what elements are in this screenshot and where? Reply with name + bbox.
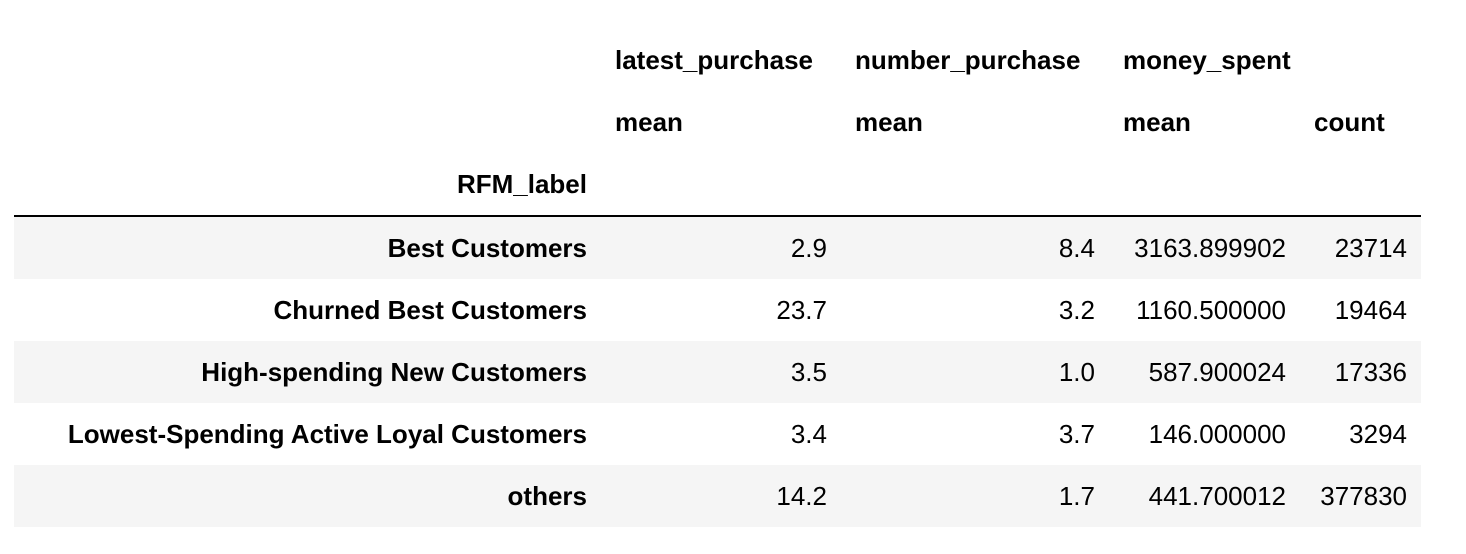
cell-latest-purchase-mean: 3.5 <box>790 356 827 387</box>
cell-money-spent-count: 377830 <box>1320 480 1407 511</box>
table-row: others 14.2 1.7 441.700012 377830 <box>14 465 1421 527</box>
column-header-money-spent-continued <box>1300 29 1421 91</box>
cell-number-purchase-mean: 1.0 <box>1058 356 1095 387</box>
row-label: Lowest-Spending Active Loyal Customers <box>67 418 587 449</box>
cell-number-purchase-mean: 3.7 <box>1058 418 1095 449</box>
header-row-index-name: RFM_label <box>14 153 1421 217</box>
header-blank-cell <box>1300 153 1421 217</box>
row-label: High-spending New Customers <box>201 356 587 387</box>
header-row-level-0: latest_purchase number_purchase money_sp… <box>14 29 1421 91</box>
cell-money-spent-mean: 1160.500000 <box>1136 294 1286 325</box>
cell-latest-purchase-mean: 2.9 <box>790 232 827 263</box>
rfm-summary-table: latest_purchase number_purchase money_sp… <box>14 29 1421 527</box>
cell-money-spent-count: 19464 <box>1334 294 1407 325</box>
index-name-header: RFM_label <box>14 153 601 217</box>
table-row: Best Customers 2.9 8.4 3163.899902 23714 <box>14 216 1421 279</box>
cell-number-purchase-mean: 8.4 <box>1058 232 1095 263</box>
table-body: Best Customers 2.9 8.4 3163.899902 23714… <box>14 216 1421 527</box>
column-header-money-spent: money_spent <box>1123 44 1291 75</box>
subheader-latest-purchase-mean: mean <box>615 106 683 137</box>
row-label: others <box>507 480 587 511</box>
cell-money-spent-mean: 441.700012 <box>1148 480 1286 511</box>
column-header-number-purchase: number_purchase <box>855 44 1081 75</box>
column-header-latest-purchase: latest_purchase <box>615 44 813 75</box>
header-blank-cell <box>14 91 601 153</box>
cell-latest-purchase-mean: 14.2 <box>776 480 827 511</box>
cell-money-spent-count: 3294 <box>1349 418 1407 449</box>
header-blank-cell <box>1109 153 1300 217</box>
header-blank-cell <box>841 153 1109 217</box>
header-row-level-1: mean mean mean count <box>14 91 1421 153</box>
cell-latest-purchase-mean: 23.7 <box>776 294 827 325</box>
cell-money-spent-mean: 587.900024 <box>1148 356 1286 387</box>
subheader-money-spent-count: count <box>1314 106 1385 137</box>
dataframe-output: latest_purchase number_purchase money_sp… <box>14 29 1421 527</box>
table-row: High-spending New Customers 3.5 1.0 587.… <box>14 341 1421 403</box>
subheader-money-spent-mean: mean <box>1123 106 1191 137</box>
cell-latest-purchase-mean: 3.4 <box>790 418 827 449</box>
subheader-number-purchase-mean: mean <box>855 106 923 137</box>
cell-money-spent-mean: 3163.899902 <box>1134 232 1286 263</box>
cell-money-spent-mean: 146.000000 <box>1148 418 1286 449</box>
header-blank-cell <box>14 29 601 91</box>
table-row: Churned Best Customers 23.7 3.2 1160.500… <box>14 279 1421 341</box>
row-label: Best Customers <box>387 232 587 263</box>
header-blank-cell <box>601 153 841 217</box>
cell-money-spent-count: 23714 <box>1334 232 1407 263</box>
cell-money-spent-count: 17336 <box>1334 356 1407 387</box>
row-label: Churned Best Customers <box>273 294 588 325</box>
table-header: latest_purchase number_purchase money_sp… <box>14 29 1421 217</box>
table-row: Lowest-Spending Active Loyal Customers 3… <box>14 403 1421 465</box>
cell-number-purchase-mean: 3.2 <box>1058 294 1095 325</box>
cell-number-purchase-mean: 1.7 <box>1058 480 1095 511</box>
